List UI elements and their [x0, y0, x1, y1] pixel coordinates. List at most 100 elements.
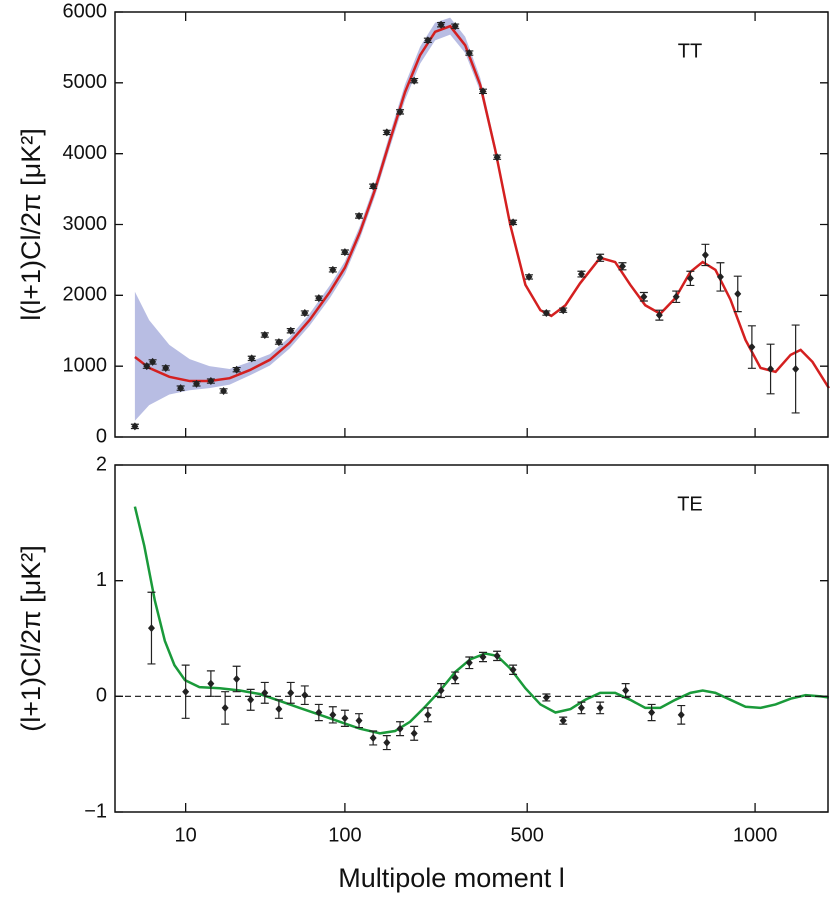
- plot-frame: [114, 464, 829, 813]
- data-point: [451, 22, 459, 31]
- x-tick-label: 10: [175, 824, 197, 846]
- data-point: [275, 705, 283, 714]
- data-point: [525, 272, 533, 281]
- data-point: [596, 253, 604, 262]
- data-point: [233, 365, 241, 374]
- data-point: [220, 386, 228, 395]
- data-point: [221, 703, 229, 712]
- panel-label: TT: [678, 40, 702, 62]
- data-point: [143, 362, 151, 371]
- variance-band: [134, 17, 526, 421]
- data-point: [287, 326, 295, 335]
- panel-label: TE: [677, 493, 703, 515]
- data-point: [618, 262, 626, 271]
- data-point: [301, 691, 309, 700]
- data-point: [577, 270, 585, 279]
- y-tick-label: 0: [96, 685, 107, 707]
- data-point: [559, 306, 567, 315]
- data-point: [509, 218, 517, 227]
- y-tick-label: 4000: [63, 142, 108, 164]
- data-point: [559, 716, 567, 725]
- data-point: [261, 688, 269, 697]
- y-tick-label: 1000: [63, 354, 108, 376]
- y-tick-label: 1: [96, 569, 107, 591]
- x-tick-label: 100: [328, 824, 361, 846]
- data-point: [767, 365, 775, 373]
- data-point: [147, 624, 155, 633]
- data-point: [716, 272, 724, 281]
- data-point: [672, 292, 680, 301]
- y-tick-label: 3000: [63, 213, 108, 235]
- data-point: [355, 716, 363, 725]
- data-point: [383, 738, 391, 747]
- data-point: [315, 294, 323, 303]
- data-point: [396, 107, 404, 116]
- data-point: [640, 292, 648, 301]
- y-axis-title: l(l+1)Cl/2π [μK²]: [16, 128, 46, 320]
- data-point: [424, 710, 432, 719]
- data-point: [131, 422, 139, 431]
- data-point: [355, 212, 363, 220]
- data-point: [465, 658, 473, 667]
- y-tick-label: 6000: [63, 0, 108, 22]
- data-point: [329, 265, 337, 274]
- data-point: [341, 248, 349, 257]
- y-tick-label: 2: [96, 453, 107, 475]
- data-point: [177, 384, 185, 393]
- data-point: [162, 363, 170, 372]
- data-point: [648, 708, 656, 717]
- data-point: [275, 338, 283, 347]
- data-point: [509, 665, 517, 674]
- data-point: [677, 710, 685, 719]
- data-point: [596, 703, 604, 712]
- data-point: [207, 679, 215, 688]
- data-point: [734, 289, 742, 298]
- data-point: [479, 653, 487, 662]
- data-point: [301, 309, 309, 318]
- data-point: [622, 686, 630, 695]
- data-point: [479, 87, 487, 96]
- data-point: [341, 714, 349, 723]
- data-point: [261, 331, 269, 339]
- data-point: [369, 182, 377, 191]
- data-point: [248, 354, 256, 363]
- data-point: [396, 724, 404, 733]
- data-point: [493, 651, 501, 660]
- data-point: [329, 710, 337, 719]
- data-point: [233, 674, 241, 683]
- data-point: [149, 357, 157, 366]
- y-tick-label: 2000: [63, 284, 108, 306]
- data-point: [701, 250, 709, 259]
- data-point: [451, 673, 459, 682]
- data-point: [493, 153, 501, 162]
- data-point: [410, 729, 418, 738]
- data-point: [437, 20, 445, 29]
- data-point: [792, 365, 800, 373]
- data-point: [315, 708, 323, 717]
- x-axis-title: Multipole moment l: [338, 863, 565, 893]
- data-point: [247, 695, 255, 704]
- data-point: [207, 377, 215, 386]
- data-point: [369, 733, 377, 742]
- x-tick-label: 1000: [733, 824, 778, 846]
- data-point: [424, 36, 432, 45]
- data-point: [577, 703, 585, 712]
- data-point: [542, 309, 550, 318]
- data-point: [383, 128, 391, 137]
- data-point: [748, 343, 756, 352]
- data-point: [655, 311, 663, 320]
- data-point: [437, 686, 445, 695]
- data-point: [542, 693, 550, 702]
- data-point: [410, 76, 418, 85]
- data-point: [193, 379, 201, 388]
- y-tick-label: −1: [84, 800, 107, 822]
- y-axis-title: (l+1)Cl/2π [μK²]: [16, 545, 46, 731]
- data-point: [182, 687, 190, 696]
- data-point: [287, 688, 295, 697]
- x-tick-label: 500: [511, 824, 544, 846]
- y-tick-label: 5000: [63, 71, 108, 93]
- y-tick-label: 0: [96, 425, 107, 447]
- model-curve: [134, 24, 830, 389]
- data-point: [686, 274, 694, 283]
